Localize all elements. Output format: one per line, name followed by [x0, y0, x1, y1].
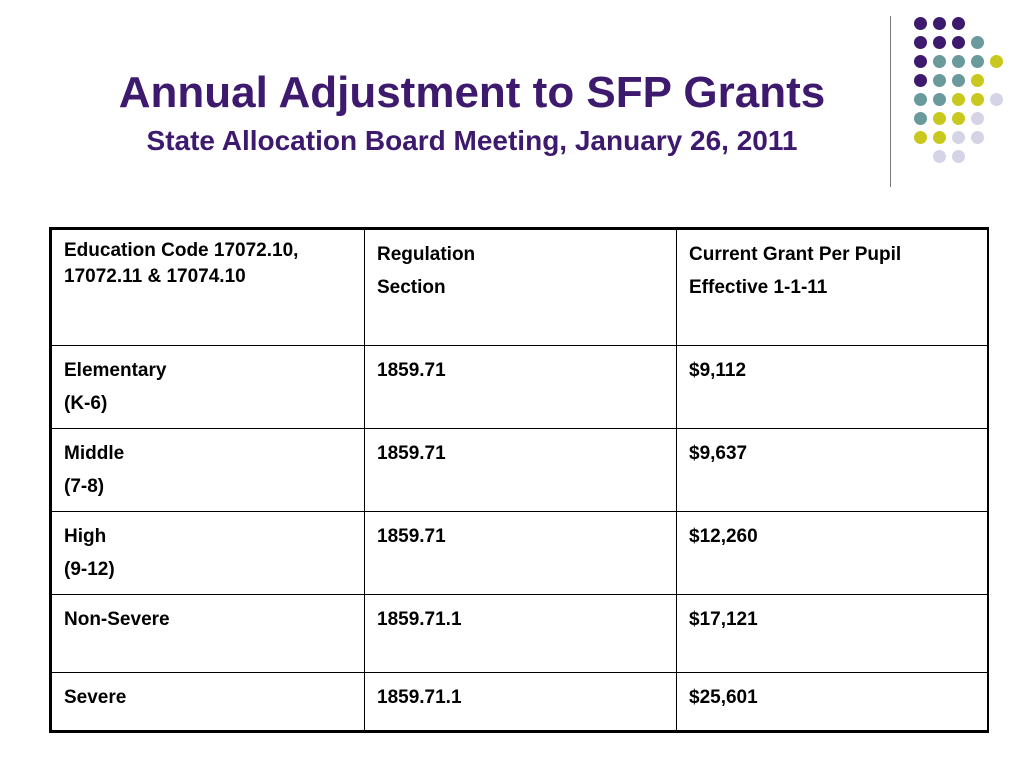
row-level-name: Elementary — [64, 360, 167, 381]
decorative-dot — [971, 112, 984, 125]
grants-table: Education Code 17072.10, 17072.11 & 1707… — [51, 229, 988, 731]
decorative-dot — [952, 150, 965, 163]
row-level-name: Severe — [64, 687, 127, 708]
decorative-dot — [933, 55, 946, 68]
decorative-dot — [971, 131, 984, 144]
row-section: 1859.71 — [364, 345, 677, 429]
slide-subtitle: State Allocation Board Meeting, January … — [146, 125, 798, 156]
decorative-dot — [914, 112, 927, 125]
decorative-dot — [952, 131, 965, 144]
row-level-name: High — [64, 526, 107, 547]
header-current-grant: Current Grant Per Pupil Effective 1-1-11 — [676, 229, 988, 346]
decorative-dot — [971, 74, 984, 87]
decorative-dot — [914, 93, 927, 106]
row-section: 1859.71 — [364, 511, 677, 595]
row-section: 1859.71.1 — [364, 594, 677, 673]
decorative-dot — [933, 112, 946, 125]
table-row: Middle (7-8) 1859.71 $9,637 — [51, 428, 988, 512]
row-grant: $9,637 — [676, 428, 988, 512]
decorative-dot — [933, 74, 946, 87]
row-level-cell: Middle (7-8) — [51, 428, 365, 512]
table-row: High (9-12) 1859.71 $12,260 — [51, 511, 988, 595]
table-row: Severe 1859.71.1 $25,601 — [51, 672, 988, 731]
row-level-name: Non-Severe — [64, 609, 170, 630]
header-regulation-section: Regulation Section — [364, 229, 677, 346]
decorative-dot — [952, 74, 965, 87]
decorative-dot — [990, 55, 1003, 68]
decorative-dot — [952, 93, 965, 106]
row-level-cell: Non-Severe — [51, 594, 365, 673]
row-section: 1859.71.1 — [364, 672, 677, 731]
header-education-code: Education Code 17072.10, 17072.11 & 1707… — [51, 229, 365, 346]
decorative-dot — [952, 17, 965, 30]
decorative-dot — [971, 36, 984, 49]
slide-title: Annual Adjustment to SFP Grants — [118, 68, 826, 117]
decorative-dot — [914, 17, 927, 30]
decorative-dot — [952, 36, 965, 49]
table-row: Non-Severe 1859.71.1 $17,121 — [51, 594, 988, 673]
row-level-name: Middle — [64, 443, 125, 464]
decorative-dot — [952, 55, 965, 68]
decorative-dot — [990, 93, 1003, 106]
decorative-dot — [914, 131, 927, 144]
decorative-dot — [914, 55, 927, 68]
row-level-grades: (K-6) — [64, 393, 108, 414]
decorative-dot — [914, 36, 927, 49]
header-grant-line1: Current Grant Per Pupil — [689, 244, 902, 265]
decorative-dot — [933, 17, 946, 30]
row-section: 1859.71 — [364, 428, 677, 512]
decorative-dot — [933, 36, 946, 49]
header-regulation-line1: Regulation — [377, 244, 476, 265]
decorative-dot — [971, 55, 984, 68]
row-level-grades: (9-12) — [64, 559, 115, 580]
decorative-dot — [952, 112, 965, 125]
table-header-row: Education Code 17072.10, 17072.11 & 1707… — [51, 229, 988, 346]
decorative-dot — [914, 74, 927, 87]
header-grant-line2: Effective 1-1-11 — [689, 277, 828, 298]
decorative-dot — [933, 131, 946, 144]
decorative-dot — [933, 150, 946, 163]
row-level-cell: High (9-12) — [51, 511, 365, 595]
decorative-dot — [971, 93, 984, 106]
row-grant: $17,121 — [676, 594, 988, 673]
row-level-grades: (7-8) — [64, 476, 105, 497]
table-row: Elementary (K-6) 1859.71 $9,112 — [51, 345, 988, 429]
title-divider-line — [890, 16, 891, 187]
row-grant: $25,601 — [676, 672, 988, 731]
row-level-cell: Elementary (K-6) — [51, 345, 365, 429]
header-regulation-line2: Section — [377, 277, 446, 298]
row-grant: $9,112 — [676, 345, 988, 429]
grants-table-frame: Education Code 17072.10, 17072.11 & 1707… — [49, 227, 989, 733]
row-grant: $12,260 — [676, 511, 988, 595]
decorative-dot — [933, 93, 946, 106]
row-level-cell: Severe — [51, 672, 365, 731]
